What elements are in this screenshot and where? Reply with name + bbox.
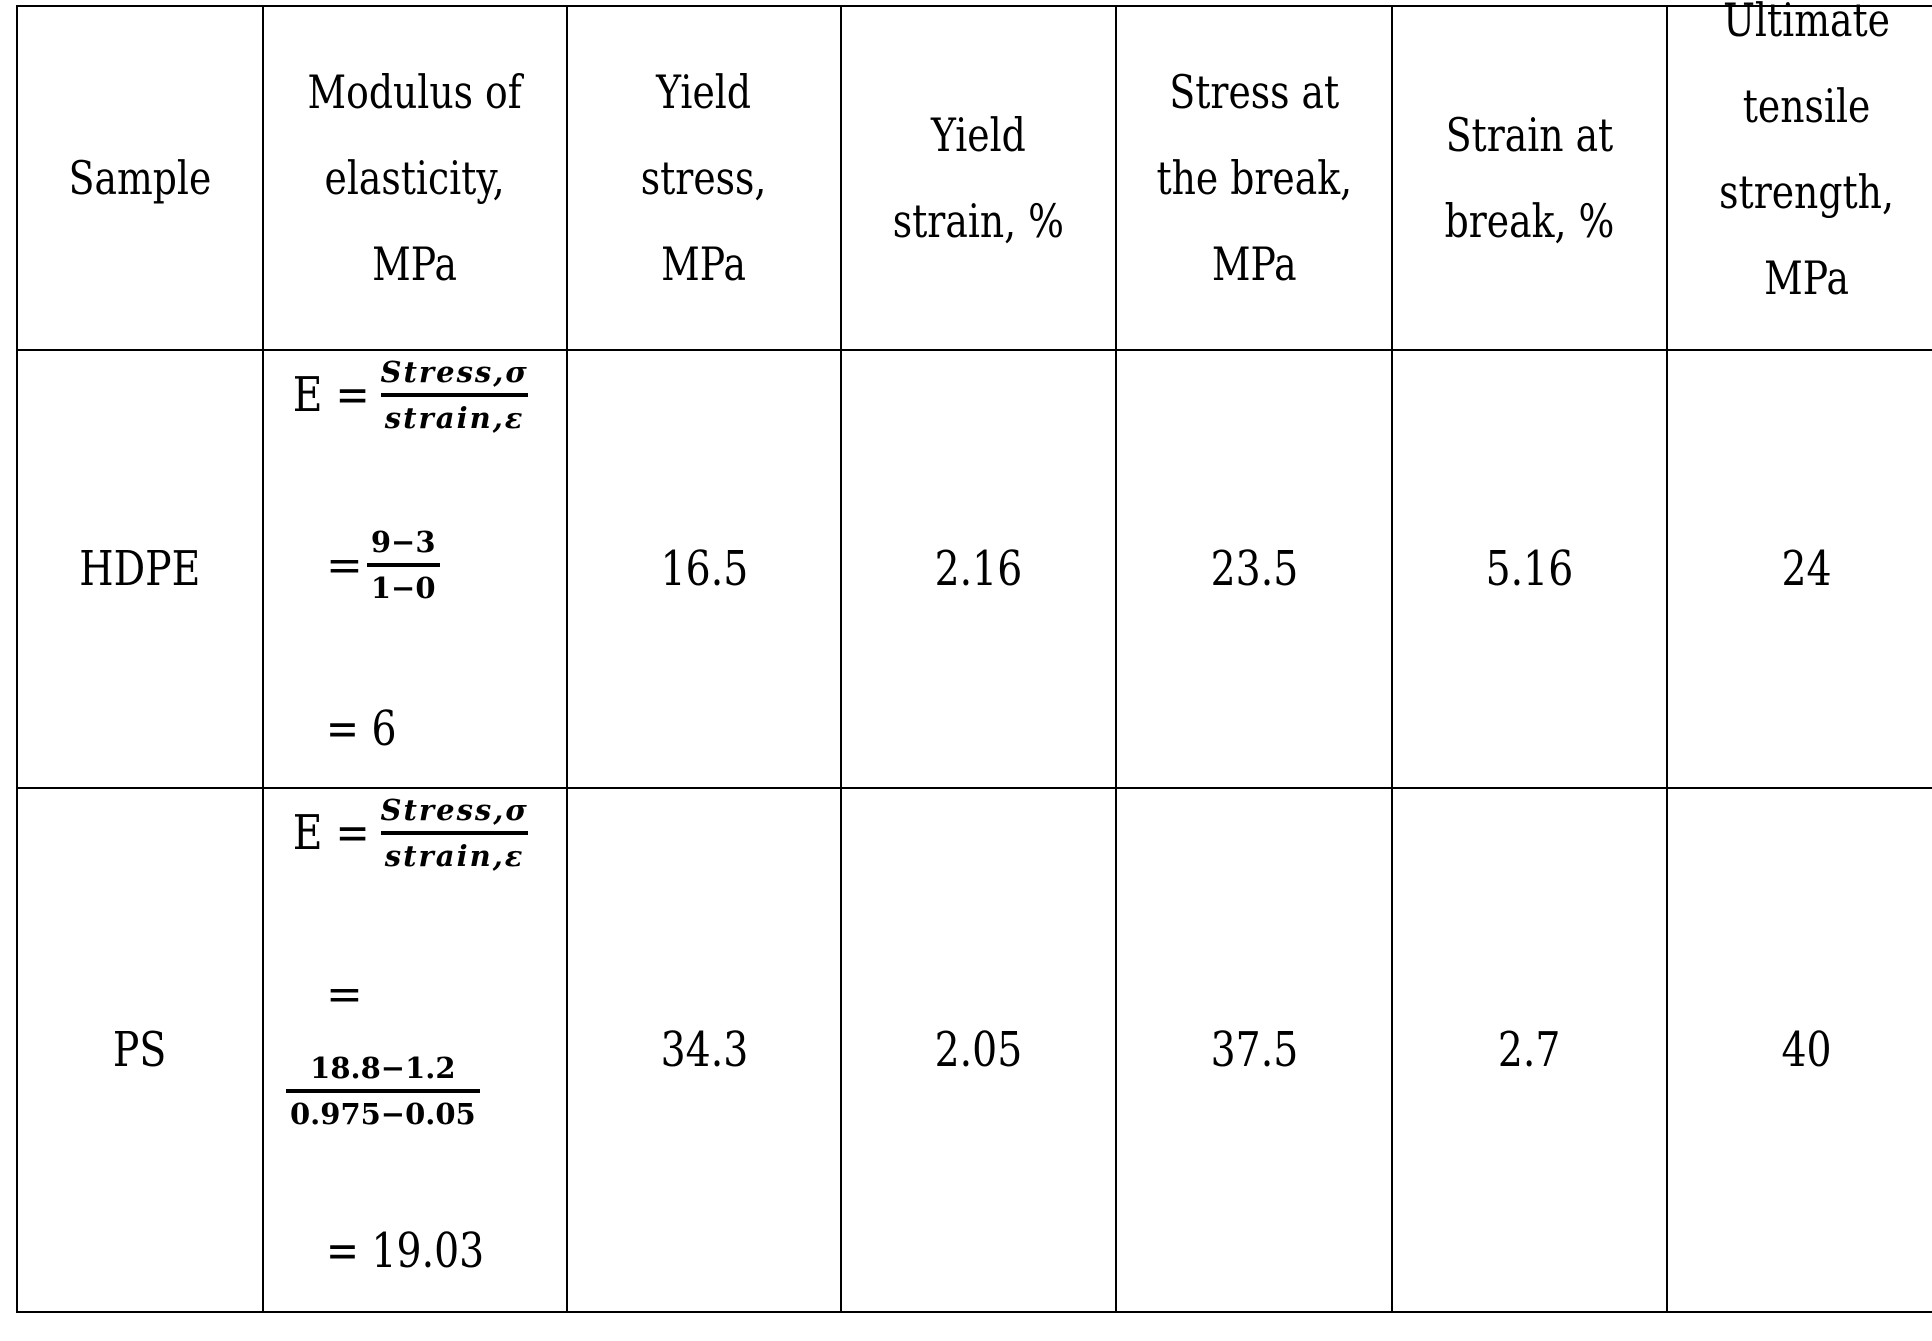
- result-value: = 19.03: [326, 1223, 485, 1279]
- modulus-result: = 19.03: [326, 1223, 519, 1279]
- modulus-definition: E = Stress,σ strain,ε: [286, 355, 533, 435]
- cell-sample: PS: [16, 787, 264, 1313]
- header-label: Strain at break, %: [1444, 108, 1615, 248]
- cell-stress-break: 37.5: [1115, 787, 1393, 1313]
- header-uts: Ultimate tensile strength, MPa: [1666, 0, 1932, 351]
- formula-lhs: E =: [292, 367, 370, 423]
- cell-yield-strain: 2.05: [840, 787, 1117, 1313]
- cell-strain-break: 2.7: [1391, 787, 1668, 1313]
- modulus-result: = 6: [326, 701, 412, 757]
- numerator: 9−3: [370, 525, 436, 559]
- cell-uts: 40: [1666, 787, 1932, 1313]
- equals-sign: =: [326, 969, 363, 1020]
- numerator: 18.8−1.2: [310, 1051, 456, 1085]
- header-label: Modulus of elasticity, MPa: [307, 65, 523, 291]
- cell-yield-stress: 34.3: [566, 787, 842, 1313]
- mechanical-properties-table: Sample Modulus of elasticity, MPa Yield …: [16, 0, 1932, 1313]
- header-strain-break: Strain at break, %: [1391, 5, 1668, 351]
- header-modulus: Modulus of elasticity, MPa: [262, 5, 568, 351]
- cell-modulus-formula: E = Stress,σ strain,ε = 18.8−1.2 0.975−0…: [262, 787, 568, 1313]
- header-stress-break: Stress at the break, MPa: [1115, 5, 1393, 351]
- sample-name: HDPE: [79, 541, 201, 597]
- value: 2.16: [934, 541, 1023, 597]
- header-sample: Sample: [16, 5, 264, 351]
- header-label: Yield stress, MPa: [641, 65, 767, 291]
- table-row: HDPE E = Stress,σ strain,ε = 9−3 1−0 = 6…: [16, 349, 1932, 789]
- value: 2.7: [1498, 1022, 1561, 1078]
- cell-strain-break: 5.16: [1391, 349, 1668, 789]
- cell-uts: 24: [1666, 349, 1932, 789]
- table-row: PS E = Stress,σ strain,ε = 18.8−1.2 0.97…: [16, 787, 1932, 1313]
- header-yield-strain: Yield strain, %: [840, 5, 1117, 351]
- value: 37.5: [1210, 1022, 1298, 1078]
- modulus-calculation: = 9−3 1−0: [326, 525, 440, 605]
- header-row: Sample Modulus of elasticity, MPa Yield …: [16, 0, 1932, 351]
- header-label: Yield strain, %: [892, 108, 1065, 248]
- value: 24: [1781, 541, 1833, 597]
- fraction: 18.8−1.2 0.975−0.05: [286, 1051, 480, 1131]
- denominator: strain,ε: [380, 831, 529, 873]
- header-yield-stress: Yield stress, MPa: [566, 5, 842, 351]
- fraction: 9−3 1−0: [366, 525, 440, 605]
- value: 2.05: [934, 1022, 1023, 1078]
- result-value: = 6: [326, 701, 397, 757]
- formula-lhs: E =: [292, 805, 370, 861]
- denominator: 0.975−0.05: [286, 1089, 480, 1131]
- cell-yield-stress: 16.5: [566, 349, 842, 789]
- denominator: strain,ε: [380, 393, 529, 435]
- sample-name: PS: [113, 1022, 167, 1078]
- numerator: Stress,σ: [380, 793, 529, 827]
- header-label: Stress at the break, MPa: [1156, 65, 1352, 291]
- header-label: Sample: [68, 151, 212, 205]
- denominator: 1−0: [366, 563, 440, 605]
- cell-yield-strain: 2.16: [840, 349, 1117, 789]
- numerator: Stress,σ: [380, 355, 529, 389]
- equals-sign: =: [326, 539, 363, 591]
- value: 40: [1781, 1022, 1833, 1078]
- value: 34.3: [660, 1022, 748, 1078]
- value: 5.16: [1485, 541, 1574, 597]
- cell-sample: HDPE: [16, 349, 264, 789]
- cell-modulus-formula: E = Stress,σ strain,ε = 9−3 1−0 = 6: [262, 349, 568, 789]
- modulus-equals: =: [326, 969, 367, 1020]
- value: 16.5: [660, 541, 748, 597]
- modulus-calculation: 18.8−1.2 0.975−0.05: [286, 1051, 480, 1131]
- fraction: Stress,σ strain,ε: [377, 355, 533, 435]
- value: 23.5: [1210, 541, 1298, 597]
- header-label: Ultimate tensile strength, MPa: [1719, 0, 1895, 305]
- cell-stress-break: 23.5: [1115, 349, 1393, 789]
- modulus-definition: E = Stress,σ strain,ε: [286, 793, 533, 873]
- fraction: Stress,σ strain,ε: [377, 793, 533, 873]
